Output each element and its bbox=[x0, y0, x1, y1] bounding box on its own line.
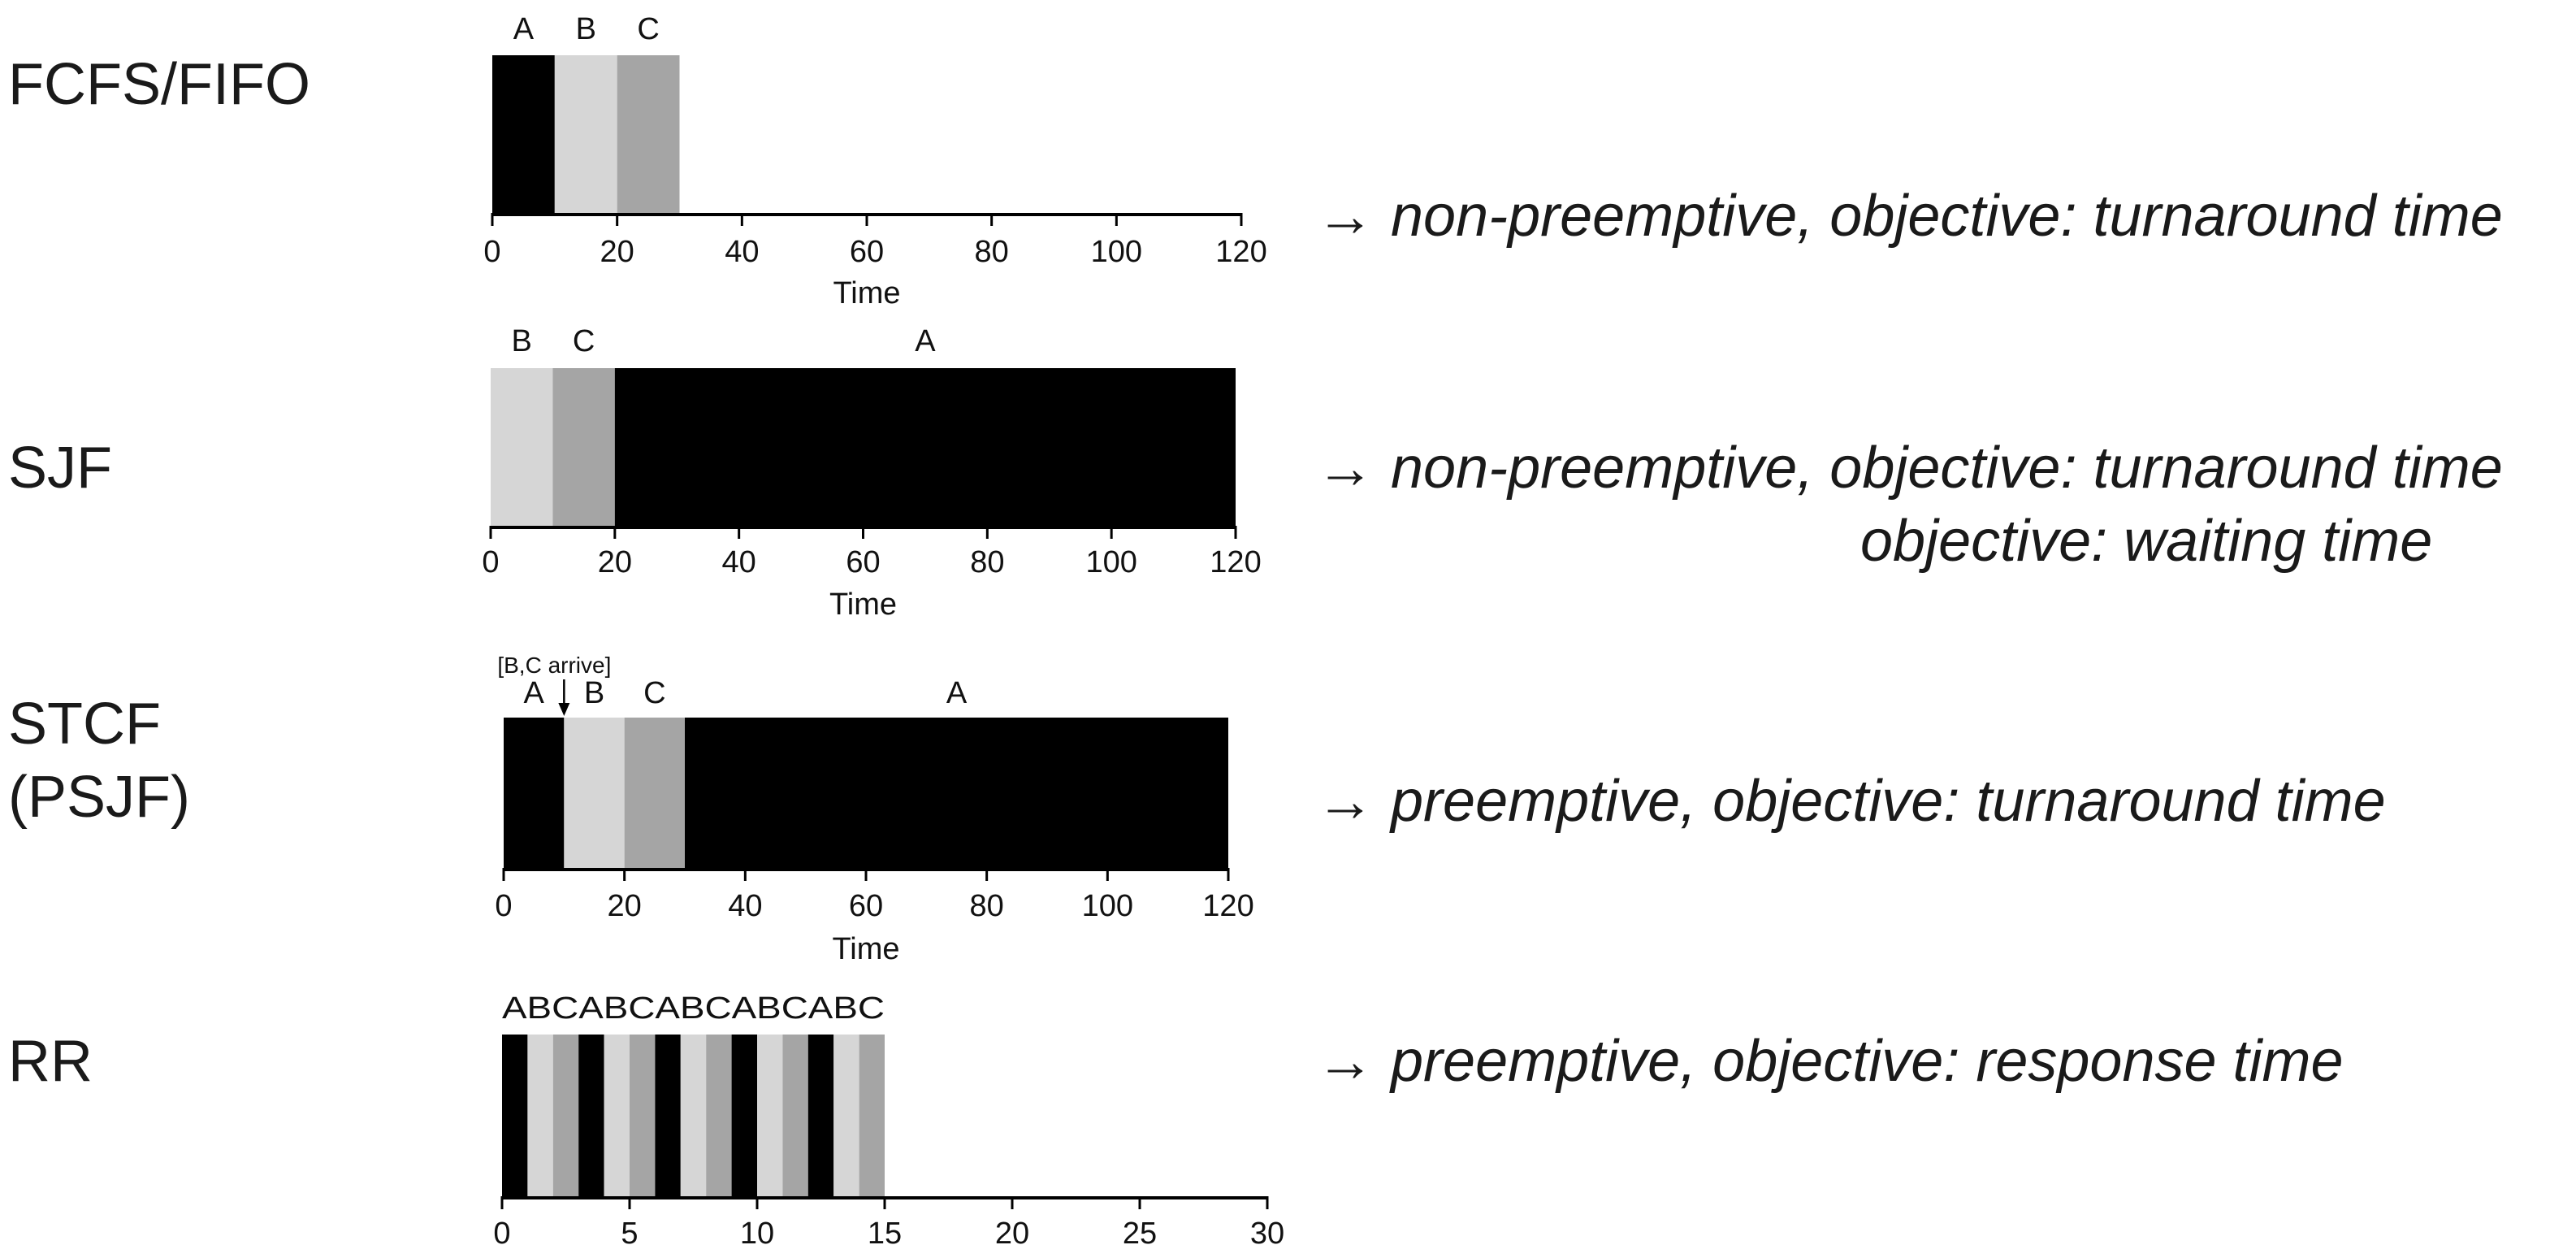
tick-label: 15 bbox=[868, 1217, 902, 1251]
tick-label: 0 bbox=[495, 889, 512, 923]
segment-label: A bbox=[915, 324, 936, 358]
job-segment-a bbox=[731, 1035, 757, 1196]
segment-label: C bbox=[637, 12, 659, 46]
tick-label: 100 bbox=[1082, 889, 1133, 923]
x-axis-label: Time bbox=[833, 276, 900, 310]
arrow-head-icon bbox=[558, 703, 570, 716]
segment-label: B bbox=[584, 676, 604, 710]
scheduler-description: objective: waiting time bbox=[1860, 509, 2432, 574]
scheduler-row: STCF (PSJF) → preemptive, objective: turna… bbox=[8, 653, 2386, 966]
segment-label: A bbox=[946, 676, 968, 710]
tick-label: 20 bbox=[600, 235, 634, 269]
tick-label: 40 bbox=[722, 545, 756, 579]
job-segment-b bbox=[833, 1035, 859, 1196]
tick-label: 20 bbox=[995, 1217, 1029, 1251]
segment-label: A bbox=[523, 676, 544, 710]
tick-label: 0 bbox=[483, 235, 500, 269]
job-segment-a bbox=[502, 1035, 528, 1196]
tick-label: 30 bbox=[1250, 1217, 1284, 1251]
job-segment-a bbox=[504, 718, 565, 868]
job-segment-a bbox=[492, 55, 555, 213]
tick-label: 0 bbox=[493, 1217, 510, 1251]
job-segment-b bbox=[604, 1035, 630, 1196]
tick-label: 80 bbox=[970, 889, 1004, 923]
segment-label: ABCABCABCABCABC bbox=[502, 991, 885, 1026]
tick-label: 100 bbox=[1091, 235, 1142, 269]
scheduler-description: → preemptive, objective: turnaround time bbox=[1316, 769, 2386, 834]
scheduler-name: (PSJF) bbox=[8, 765, 190, 830]
job-segment-a bbox=[807, 1035, 834, 1196]
tick-label: 120 bbox=[1202, 889, 1253, 923]
tick-label: 120 bbox=[1215, 235, 1266, 269]
tick-label: 80 bbox=[970, 545, 1004, 579]
segment-label: B bbox=[576, 12, 596, 46]
job-segment-c bbox=[552, 368, 615, 526]
scheduler-description: → non-preemptive, objective: turnaround … bbox=[1316, 436, 2503, 501]
tick-label: 40 bbox=[725, 235, 759, 269]
tick-label: 0 bbox=[482, 545, 499, 579]
job-segment-b bbox=[554, 55, 617, 213]
job-segment-b bbox=[564, 718, 625, 868]
scheduler-name: RR bbox=[8, 1029, 93, 1094]
job-segment-b bbox=[680, 1035, 707, 1196]
tick-label: 20 bbox=[608, 889, 642, 923]
job-segment-c bbox=[859, 1035, 885, 1196]
arrival-annotation: [B,C arrive] bbox=[497, 653, 611, 678]
job-segment-a bbox=[578, 1035, 604, 1196]
tick-label: 60 bbox=[849, 889, 883, 923]
job-segment-a bbox=[685, 718, 1228, 868]
job-segment-c bbox=[706, 1035, 732, 1196]
job-segment-c bbox=[617, 55, 680, 213]
scheduler-description: → preemptive, objective: response time bbox=[1316, 1029, 2344, 1094]
tick-label: 20 bbox=[598, 545, 632, 579]
tick-label: 80 bbox=[975, 235, 1009, 269]
tick-label: 10 bbox=[740, 1217, 774, 1251]
scheduler-row: FCFS/FIFO → non-preemptive, objective: tu… bbox=[8, 12, 2503, 310]
job-segment-c bbox=[630, 1035, 656, 1196]
timeline-chart: 0 20 40 60 80 100 120 Time A B C bbox=[483, 12, 1266, 310]
timeline-chart: 0 20 40 60 80 100 120 Time B C A bbox=[482, 324, 1261, 622]
scheduler-description: → non-preemptive, objective: turnaround … bbox=[1316, 184, 2503, 249]
scheduler-name: FCFS/FIFO bbox=[8, 52, 310, 117]
job-segment-c bbox=[624, 718, 685, 868]
tick-label: 5 bbox=[621, 1217, 638, 1251]
segment-label: C bbox=[573, 324, 595, 358]
tick-label: 60 bbox=[846, 545, 880, 579]
x-axis-label: Time bbox=[829, 588, 897, 622]
job-segment-c bbox=[782, 1035, 808, 1196]
segment-label: A bbox=[513, 12, 535, 46]
tick-label: 60 bbox=[850, 235, 884, 269]
tick-label: 25 bbox=[1123, 1217, 1157, 1251]
timeline-chart: 0 5 10 15 20 25 30 ABCABCABCABCABC bbox=[493, 991, 1284, 1251]
scheduler-row: RR → preemptive, objective: response time… bbox=[8, 991, 2344, 1251]
scheduler-row: SJF → non-preemptive, objective: turnarou… bbox=[8, 324, 2503, 622]
tick-label: 120 bbox=[1210, 545, 1261, 579]
segment-label: C bbox=[643, 676, 665, 710]
job-segment-a bbox=[655, 1035, 681, 1196]
job-segment-b bbox=[491, 368, 553, 526]
job-segment-b bbox=[527, 1035, 553, 1196]
tick-label: 100 bbox=[1085, 545, 1136, 579]
job-segment-c bbox=[552, 1035, 579, 1196]
scheduler-name: STCF bbox=[8, 692, 161, 757]
job-segment-a bbox=[614, 368, 1236, 526]
tick-label: 40 bbox=[728, 889, 762, 923]
segment-label: B bbox=[512, 324, 532, 358]
job-segment-b bbox=[757, 1035, 783, 1196]
x-axis-label: Time bbox=[832, 932, 899, 966]
scheduler-name: SJF bbox=[8, 436, 112, 501]
